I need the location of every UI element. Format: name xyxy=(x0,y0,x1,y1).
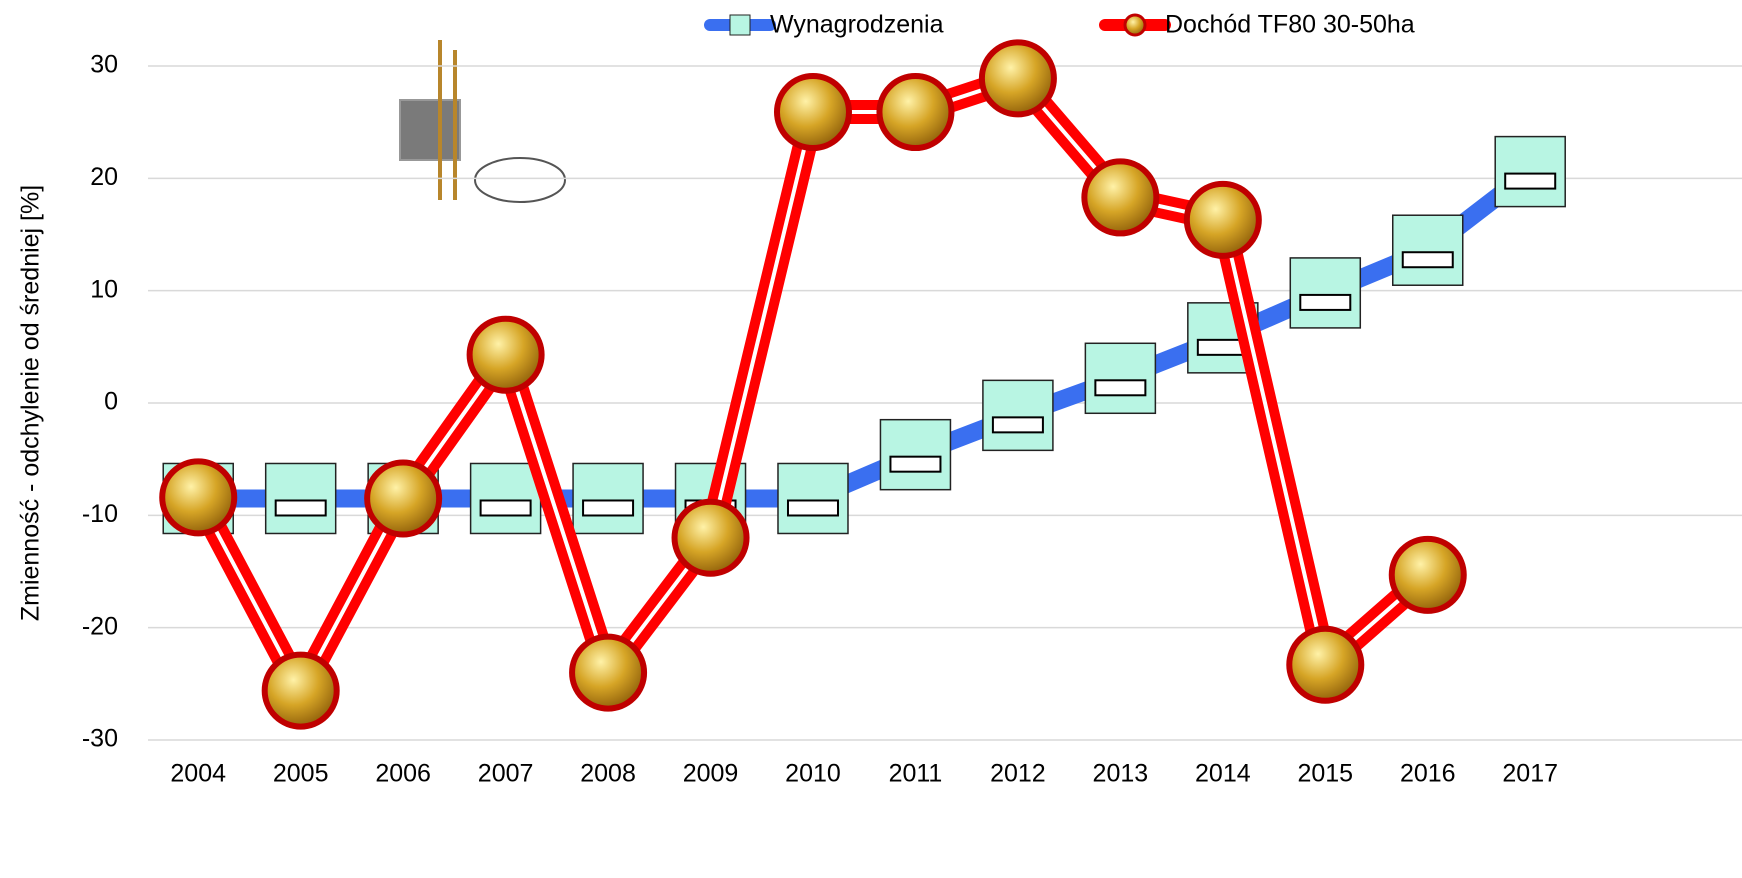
marker xyxy=(367,462,439,534)
marker-box xyxy=(1495,137,1565,207)
x-tick-label: 2013 xyxy=(1093,760,1149,788)
marker-icon xyxy=(481,500,531,515)
marker-icon xyxy=(1095,380,1145,395)
y-tick-label: 10 xyxy=(90,275,118,303)
marker-icon xyxy=(583,500,633,515)
marker xyxy=(1084,161,1156,233)
marker-icon xyxy=(788,500,838,515)
y-tick-label: -20 xyxy=(82,612,118,640)
marker-icon xyxy=(890,457,940,472)
legend-marker xyxy=(1125,15,1145,35)
marker-box xyxy=(1393,215,1463,285)
x-tick-label: 2011 xyxy=(889,760,943,788)
marker xyxy=(572,637,644,709)
x-tick-label: 2016 xyxy=(1400,760,1456,788)
x-tick-label: 2008 xyxy=(580,760,636,788)
marker xyxy=(1187,184,1259,256)
marker xyxy=(471,463,541,533)
x-tick-label: 2012 xyxy=(990,760,1046,788)
y-tick-label: 30 xyxy=(90,51,118,79)
marker-box xyxy=(1290,258,1360,328)
x-tick-label: 2006 xyxy=(375,760,431,788)
marker xyxy=(1085,343,1155,413)
x-tick-label: 2004 xyxy=(170,760,226,788)
marker xyxy=(162,461,234,533)
x-tick-label: 2017 xyxy=(1502,760,1558,788)
marker xyxy=(880,420,950,490)
marker xyxy=(470,319,542,391)
marker xyxy=(879,76,951,148)
marker xyxy=(983,380,1053,450)
y-tick-label: -30 xyxy=(82,725,118,753)
series-line xyxy=(198,78,1428,690)
marker-icon xyxy=(993,417,1043,432)
marker-icon xyxy=(276,500,326,515)
marker xyxy=(573,463,643,533)
marker xyxy=(1495,137,1565,207)
x-tick-label: 2015 xyxy=(1297,760,1353,788)
series-line xyxy=(198,172,1530,499)
legend-label: Dochód TF80 30-50ha xyxy=(1165,11,1415,39)
marker-box xyxy=(880,420,950,490)
marker-box xyxy=(778,463,848,533)
marker xyxy=(1392,539,1464,611)
x-tick-label: 2005 xyxy=(273,760,329,788)
y-tick-label: -10 xyxy=(82,500,118,528)
marker xyxy=(675,502,747,574)
x-tick-label: 2009 xyxy=(683,760,739,788)
marker-box xyxy=(983,380,1053,450)
x-tick-label: 2007 xyxy=(478,760,534,788)
marker xyxy=(778,463,848,533)
marker xyxy=(266,463,336,533)
marker xyxy=(1393,215,1463,285)
x-tick-label: 2010 xyxy=(785,760,841,788)
marker xyxy=(777,76,849,148)
legend-marker xyxy=(730,15,750,35)
marker-box xyxy=(471,463,541,533)
legend-label: Wynagrodzenia xyxy=(770,11,944,39)
marker-box xyxy=(573,463,643,533)
marker-icon xyxy=(1505,174,1555,189)
marker-box xyxy=(266,463,336,533)
marker-icon xyxy=(1300,295,1350,310)
y-tick-label: 0 xyxy=(104,388,118,416)
marker xyxy=(265,655,337,727)
marker xyxy=(1289,629,1361,701)
marker-box xyxy=(1085,343,1155,413)
marker xyxy=(1290,258,1360,328)
y-tick-label: 20 xyxy=(90,163,118,191)
x-tick-label: 2014 xyxy=(1195,760,1251,788)
y-axis-label: Zmienność - odchylenie od średniej [%] xyxy=(17,185,45,621)
chart: Zmienność - odchylenie od średniej [%] -… xyxy=(0,0,1742,873)
marker-icon xyxy=(1403,252,1453,267)
series-line-highlight xyxy=(198,78,1428,690)
marker xyxy=(982,42,1054,114)
